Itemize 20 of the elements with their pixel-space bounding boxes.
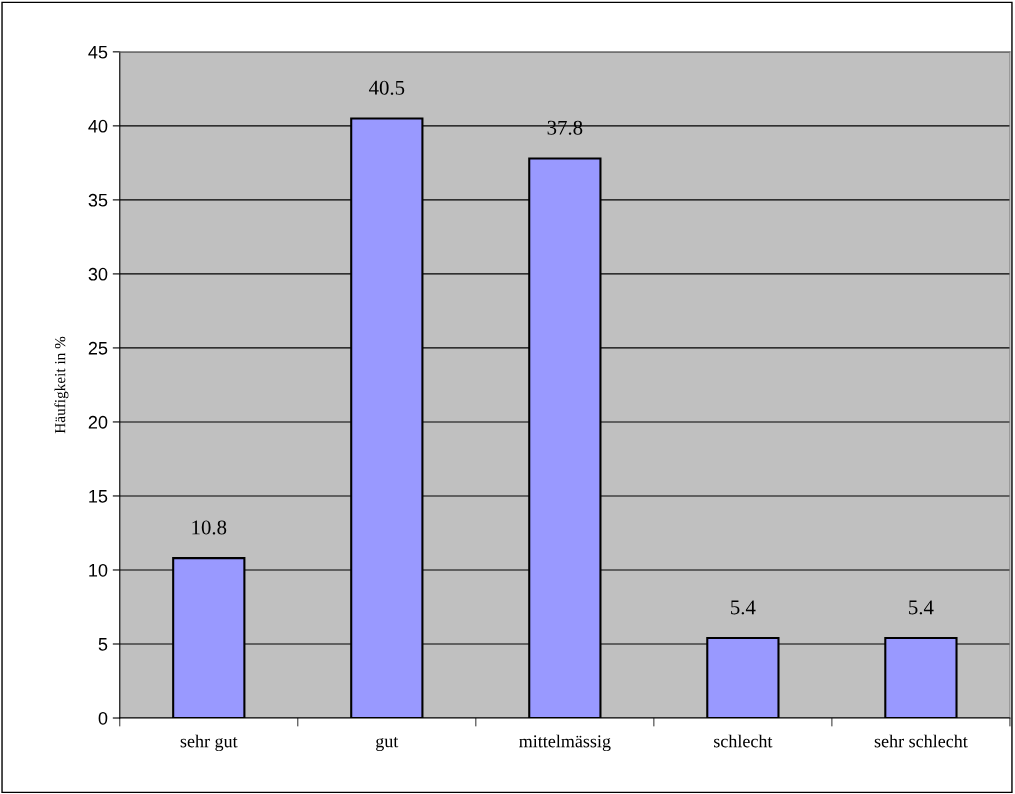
y-tick-label: 45 (88, 45, 108, 59)
y-tick-label: 25 (88, 341, 108, 355)
data-label: 5.4 (909, 600, 934, 615)
x-tick-label: sehr gut (180, 734, 238, 752)
y-tick-label: 10 (89, 563, 108, 577)
y-tick-label: 20 (88, 415, 108, 429)
data-label: 10.8 (192, 520, 227, 535)
y-tick-label: 5 (98, 638, 108, 651)
x-tick-label: mittelmässig (519, 734, 611, 752)
y-tick-label: 15 (89, 490, 108, 503)
x-tick-label: sehr schlecht (874, 734, 968, 748)
data-label: 5.4 (731, 600, 756, 615)
y-axis-title: Häufigkeit in % (54, 336, 69, 434)
x-tick-label: gut (376, 736, 399, 752)
data-label: 40.5 (368, 80, 405, 95)
x-tick-label: schlecht (714, 734, 773, 748)
y-tick-label: 35 (88, 193, 108, 207)
y-tick-label: 30 (88, 267, 108, 281)
y-tick-label: 0 (98, 711, 108, 725)
y-tick-label: 40 (88, 119, 108, 133)
